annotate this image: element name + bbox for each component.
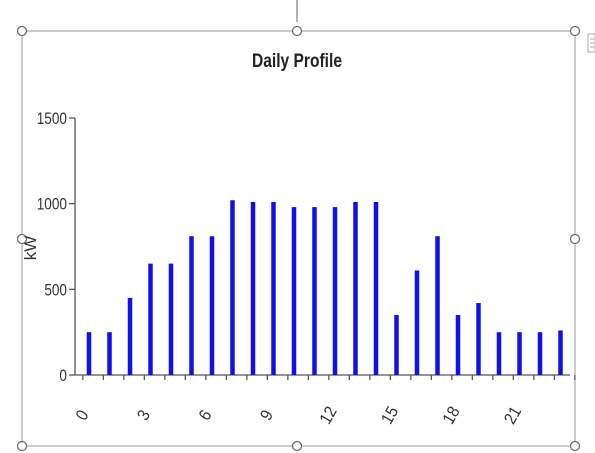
x-tick-label: 21 — [501, 403, 526, 427]
bar-hour-18 — [455, 315, 461, 375]
y-axis-label: kW — [21, 236, 40, 261]
y-tick-label: 1000 — [37, 195, 67, 214]
bar-hour-8 — [250, 201, 256, 375]
bar-hour-2 — [127, 297, 133, 375]
bar-hour-4 — [168, 263, 174, 375]
resize-handle-middle-right[interactable] — [569, 233, 581, 245]
x-tick-label: 6 — [195, 407, 216, 424]
resize-handle-top-right[interactable] — [569, 25, 581, 37]
resize-handle-bottom-right[interactable] — [569, 440, 581, 452]
chart-frame — [21, 30, 576, 447]
x-tick-label: 18 — [439, 403, 464, 427]
bar-hour-16 — [414, 270, 420, 375]
bar-hour-13 — [353, 201, 358, 375]
bar-hour-14 — [373, 201, 379, 375]
resize-handle-bottom-left[interactable] — [16, 440, 28, 452]
x-axis-ticks: 0 3 6 9 12 15 18 21 — [72, 375, 576, 427]
bar-hour-0 — [86, 332, 92, 375]
x-tick-label: 0 — [72, 407, 93, 424]
bar-hour-6 — [209, 236, 215, 375]
layout-options-icon[interactable] — [587, 33, 595, 53]
bar-hour-1 — [107, 332, 112, 375]
bar-hour-10 — [291, 207, 297, 375]
bar-hour-12 — [332, 207, 338, 375]
resize-handle-bottom-center[interactable] — [291, 440, 303, 452]
y-tick-label: 500 — [44, 281, 67, 300]
resize-handle-top-left[interactable] — [16, 25, 28, 37]
y-axis-ticks: 0 500 1000 1500 — [37, 110, 75, 386]
resize-handle-middle-left[interactable] — [16, 233, 28, 245]
bar-hour-19 — [476, 303, 481, 375]
bar-hour-9 — [271, 201, 276, 375]
bar-hour-23 — [558, 330, 563, 375]
chart-title: Daily Profile — [252, 50, 342, 72]
bar-hour-5 — [189, 236, 194, 375]
bar-hour-7 — [230, 200, 235, 375]
x-tick-label: 12 — [316, 403, 341, 427]
bar-hour-21 — [517, 332, 522, 375]
bar-hour-11 — [312, 207, 317, 375]
bar-series — [86, 200, 563, 375]
bar-hour-3 — [148, 263, 153, 375]
bar-hour-15 — [394, 315, 399, 375]
resize-handle-top-center[interactable] — [291, 25, 303, 37]
x-tick-label: 3 — [134, 407, 155, 424]
bar-hour-20 — [496, 332, 502, 375]
bar-hour-17 — [435, 236, 440, 375]
y-tick-label: 0 — [59, 367, 67, 386]
x-tick-label: 9 — [257, 407, 278, 424]
bar-hour-22 — [537, 332, 543, 375]
x-tick-label: 15 — [378, 403, 403, 427]
y-tick-label: 1500 — [37, 110, 67, 129]
